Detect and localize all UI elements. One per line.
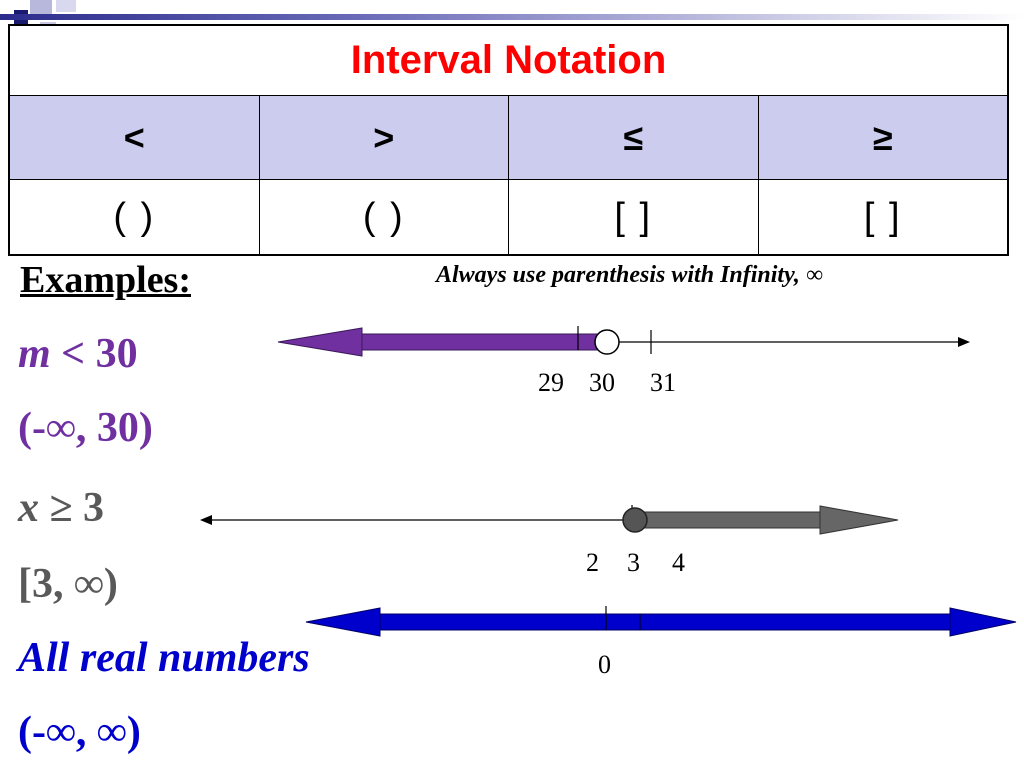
example1-interval: (-∞, 30) xyxy=(18,405,153,451)
header-less-equal: ≤ xyxy=(509,96,759,179)
header-greater-than: > xyxy=(260,96,509,179)
arrowhead-right xyxy=(958,337,970,347)
tick-label-4: 4 xyxy=(672,548,685,577)
example3-label: All real numbers xyxy=(18,635,310,681)
example1-variable: m xyxy=(18,331,51,377)
open-circle-30 xyxy=(594,329,620,355)
example1-inequality: m < 30 xyxy=(18,330,138,378)
arrowhead-right xyxy=(819,505,899,535)
example2-variable: x xyxy=(18,485,39,531)
arrowhead-left xyxy=(200,515,212,525)
table-notation-row: ( ) ( ) [ ] [ ] xyxy=(10,180,1007,254)
infinity-note: Always use parenthesis with Infinity, ∞ xyxy=(436,262,823,288)
tick-label-2: 2 xyxy=(586,548,599,577)
number-line-all-reals xyxy=(305,606,1017,637)
example1-inequality-rest: < 30 xyxy=(50,331,138,377)
shaded-ray xyxy=(635,511,823,529)
tick-label-31: 31 xyxy=(650,368,676,397)
examples-heading: Examples: xyxy=(20,259,191,301)
tick-label-3: 3 xyxy=(627,548,640,577)
notation-parentheses: ( ) xyxy=(260,180,509,254)
notation-brackets: [ ] xyxy=(509,180,759,254)
table-header-row: < > ≤ ≥ xyxy=(10,96,1007,180)
shaded-line xyxy=(377,613,955,631)
notation-parentheses: ( ) xyxy=(10,180,260,254)
header-greater-equal: ≥ xyxy=(872,116,893,158)
example2-inequality-rest: ≥ 3 xyxy=(39,485,105,531)
closed-circle-3 xyxy=(622,507,648,533)
example3-interval: (-∞, ∞) xyxy=(18,709,141,755)
number-line-x-ge-3 xyxy=(200,505,899,535)
shaded-ray xyxy=(359,333,609,351)
tick-label-0: 0 xyxy=(598,650,611,679)
tick-label-30: 30 xyxy=(589,368,615,397)
tick-label-29: 29 xyxy=(538,368,564,397)
interval-notation-table: Interval Notation < > ≤ ≥ ( ) ( ) [ ] [ … xyxy=(8,24,1009,256)
example2-inequality: x ≥ 3 xyxy=(18,484,104,532)
number-line-m-less-30 xyxy=(277,326,970,357)
title-accent-bar xyxy=(0,14,1024,20)
header-less-than: < xyxy=(10,96,260,179)
arrowhead-left xyxy=(277,327,363,357)
arrowhead-right xyxy=(949,607,1017,637)
table-title: Interval Notation xyxy=(10,26,1007,96)
example2-interval: [3, ∞) xyxy=(18,561,118,607)
notation-brackets: [ ] xyxy=(863,195,902,238)
arrowhead-left xyxy=(305,607,381,637)
